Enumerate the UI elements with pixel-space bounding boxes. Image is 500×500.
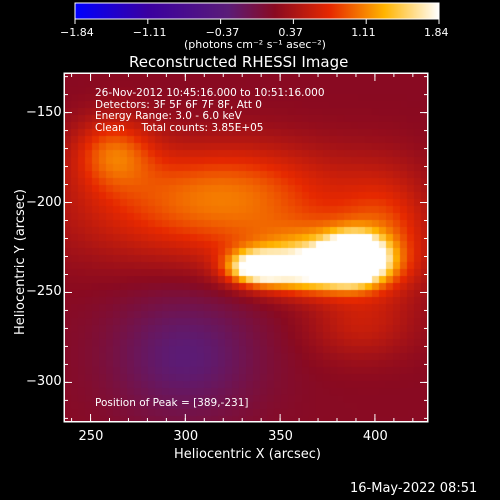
info-line-2: Detectors: 3F 5F 6F 7F 8F, Att 0	[95, 98, 262, 111]
x-tick-label: 300	[173, 429, 199, 444]
timestamp: 16-May-2022 08:51	[350, 481, 478, 496]
x-tick-label: 250	[78, 429, 104, 444]
x-tick-label: 350	[268, 429, 293, 444]
chart-title: Reconstructed RHESSI Image	[129, 53, 349, 71]
colorbar-tick-label: −1.11	[132, 26, 167, 39]
x-tick-label: 400	[362, 429, 388, 444]
colorbar-tick-label: 0.37	[278, 26, 303, 39]
colorbar-tick-label: 1.84	[424, 26, 449, 39]
colorbar-units: (photons cm⁻² s⁻¹ asec⁻²)	[184, 38, 326, 51]
y-tick-label: −200	[26, 194, 62, 210]
x-axis-label: Heliocentric X (arcsec)	[174, 447, 321, 462]
colorbar	[74, 2, 440, 20]
colorbar-tick-label: −0.37	[205, 26, 240, 39]
y-axis-label: Heliocentric Y (arcsec)	[13, 189, 28, 335]
colorbar-tick-label: 1.11	[351, 26, 376, 39]
y-tick-label: −150	[26, 104, 62, 120]
colorbar-ticks	[74, 19, 440, 24]
info-line-4: Clean Total counts: 3.85E+05	[95, 121, 264, 134]
y-tick-label: −250	[26, 284, 62, 300]
peak-position-text: Position of Peak = [389,-231]	[95, 397, 249, 409]
info-line-1: 26-Nov-2012 10:45:16.000 to 10:51:16.000	[95, 87, 325, 99]
info-line-3: Energy Range: 3.0 - 6.0 keV	[95, 110, 242, 122]
colorbar-tick-label: −1.84	[60, 26, 94, 39]
y-tick-label: −300	[26, 374, 62, 390]
